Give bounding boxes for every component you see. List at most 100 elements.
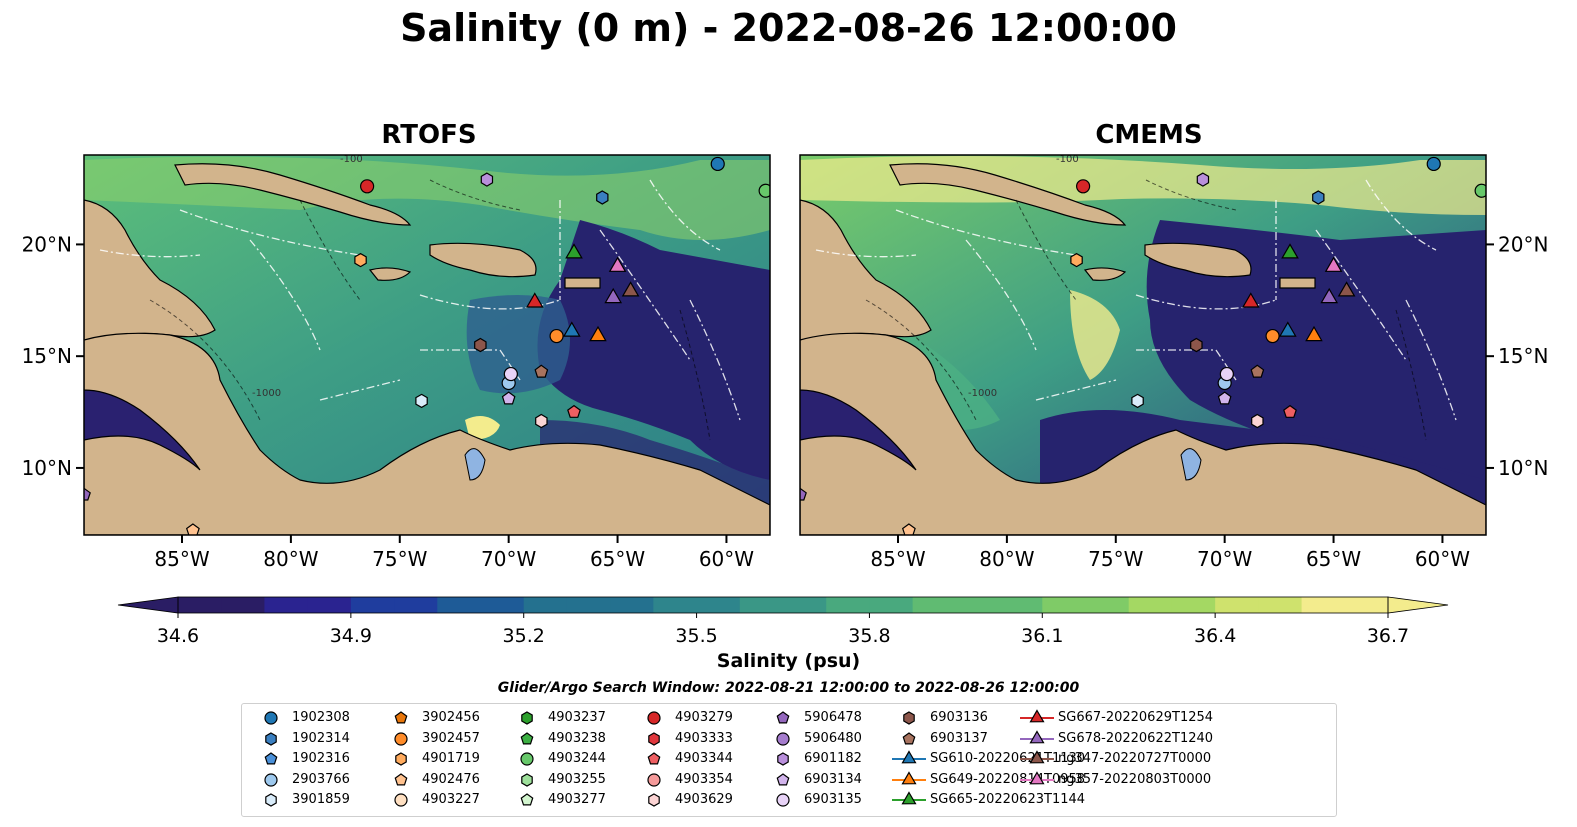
legend-symbol: [395, 752, 407, 766]
lat-tick-label: 15°N: [22, 344, 72, 368]
central-south-america-landmass: [800, 332, 1486, 535]
legend-symbol: [776, 793, 790, 807]
legend-marker: [1020, 750, 1054, 764]
colorbar-segment: [1171, 597, 1216, 613]
legend-symbol: [776, 711, 790, 724]
legend-marker: [394, 772, 408, 785]
legend-symbol: [264, 772, 278, 787]
legend-symbol: [648, 731, 660, 746]
colorbar-segment: [999, 597, 1043, 613]
lake-maracaibo: [464, 448, 486, 481]
figure-title: Salinity (0 m) - 2022-08-26 12:00:00: [400, 6, 1177, 50]
legend-label: 6903135: [804, 792, 862, 807]
observation-marker: [608, 256, 627, 272]
colorbar-segment: [394, 597, 438, 613]
observation-marker: [1217, 391, 1232, 405]
observation-marker: [535, 413, 548, 429]
legend-symbol: [901, 750, 917, 764]
colorbar-segment: [307, 597, 352, 613]
legend-marker: [394, 731, 408, 746]
legend-marker: [395, 752, 407, 766]
observation-marker: [185, 523, 200, 535]
legend-label: ng357-20220803T0000: [1058, 771, 1212, 787]
colorbar-segment: [221, 597, 266, 613]
observation-marker: [1219, 366, 1234, 382]
legend-label: 6903136: [930, 710, 988, 725]
lat-tick-label: 10°N: [22, 456, 72, 480]
legend-label: 4903354: [675, 771, 733, 787]
observation-marker: [415, 393, 428, 409]
colorbar-segment: [1258, 597, 1303, 613]
colorbar-segment: [739, 597, 784, 613]
colorbar-segment: [696, 597, 741, 613]
observation-marker: [1278, 321, 1297, 337]
lat-tick-label: 20°N: [1498, 232, 1548, 256]
colorbar-tick-label: 35.2: [503, 625, 545, 647]
legend-label: SG678-20220622T1240: [1058, 730, 1214, 746]
colorbar-segment: [1215, 597, 1259, 613]
puerto-rico-landmass: [564, 277, 601, 289]
search-window-text: Glider/Argo Search Window: 2022-08-21 12…: [497, 680, 1080, 696]
observation-marker: [567, 404, 581, 418]
legend-symbol: [647, 711, 661, 725]
legend-marker: [394, 793, 408, 807]
observation-marker: [901, 523, 916, 535]
rtofs-panel-title: RTOFS: [381, 120, 477, 150]
legend-label: 4903238: [548, 730, 606, 746]
observation-marker: [1324, 256, 1343, 272]
legend-marker: [647, 772, 661, 787]
cmems-map: -1000 -100: [800, 155, 1486, 535]
legend-symbol: [1029, 729, 1045, 743]
legend-symbol: [902, 731, 916, 744]
observation-marker: [1241, 292, 1260, 308]
bathymetry-label-1000: -1000: [252, 388, 281, 399]
colorbar-segment: [523, 597, 568, 613]
coastal-high-salinity: [465, 416, 500, 440]
legend-symbol: [394, 731, 408, 746]
observation-marker: [1265, 328, 1280, 344]
legend-symbol: [777, 752, 789, 766]
legend-symbol: [1029, 770, 1045, 784]
lat-tick-label: 20°N: [22, 232, 72, 256]
legend-label: SG610-20220621T1130: [930, 751, 1086, 766]
legend-symbol: [1029, 709, 1045, 723]
lon-tick-label: 75°W: [372, 547, 427, 571]
legend-marker: [892, 791, 926, 805]
observation-marker: [1190, 337, 1203, 353]
legend-marker: [520, 793, 534, 806]
legend-symbol: [903, 711, 915, 725]
legend-marker: [520, 731, 534, 744]
rtofs-map: -1000 -100: [84, 155, 770, 535]
legend-label: 4903244: [548, 751, 606, 766]
colorbar-tick-label: 36.4: [1194, 625, 1236, 647]
observation-marker: [1250, 364, 1265, 378]
observation-marker: [84, 487, 91, 501]
colorbar-tick-label: 36.7: [1367, 625, 1409, 647]
colorbar-segment: [178, 597, 222, 613]
high-salinity-eddy: [1070, 290, 1120, 380]
observation-marker: [360, 179, 375, 194]
legend-marker: [776, 772, 790, 785]
legend-label: 4902476: [422, 771, 480, 787]
colorbar-segment: [480, 597, 525, 613]
colorbar-segment: [826, 597, 871, 613]
colorbar-tick-label: 35.8: [848, 625, 890, 647]
salinity-colorbar: 34.6 34.9 35.2 35.5 35.8 36.1 36.4 36.7: [117, 596, 1449, 647]
lon-tick-label: 85°W: [870, 547, 925, 571]
legend-marker: [521, 772, 533, 787]
legend-label: 1902308: [292, 710, 350, 725]
colorbar-segment: [1085, 597, 1130, 613]
legend-marker: [265, 731, 277, 746]
legend-label: 3901859: [292, 792, 350, 807]
observation-marker: [710, 156, 725, 172]
observation-marker: [1281, 243, 1299, 259]
legend-symbol: [901, 791, 917, 805]
colorbar-segment: [1128, 597, 1173, 613]
rtofs-observation-markers: [84, 156, 770, 535]
observation-marker: [1196, 172, 1210, 187]
jamaica-landmass: [1083, 267, 1127, 281]
legend-marker: [1020, 729, 1054, 743]
legend-marker: [265, 793, 277, 807]
legend-label: 4903237: [548, 710, 606, 725]
